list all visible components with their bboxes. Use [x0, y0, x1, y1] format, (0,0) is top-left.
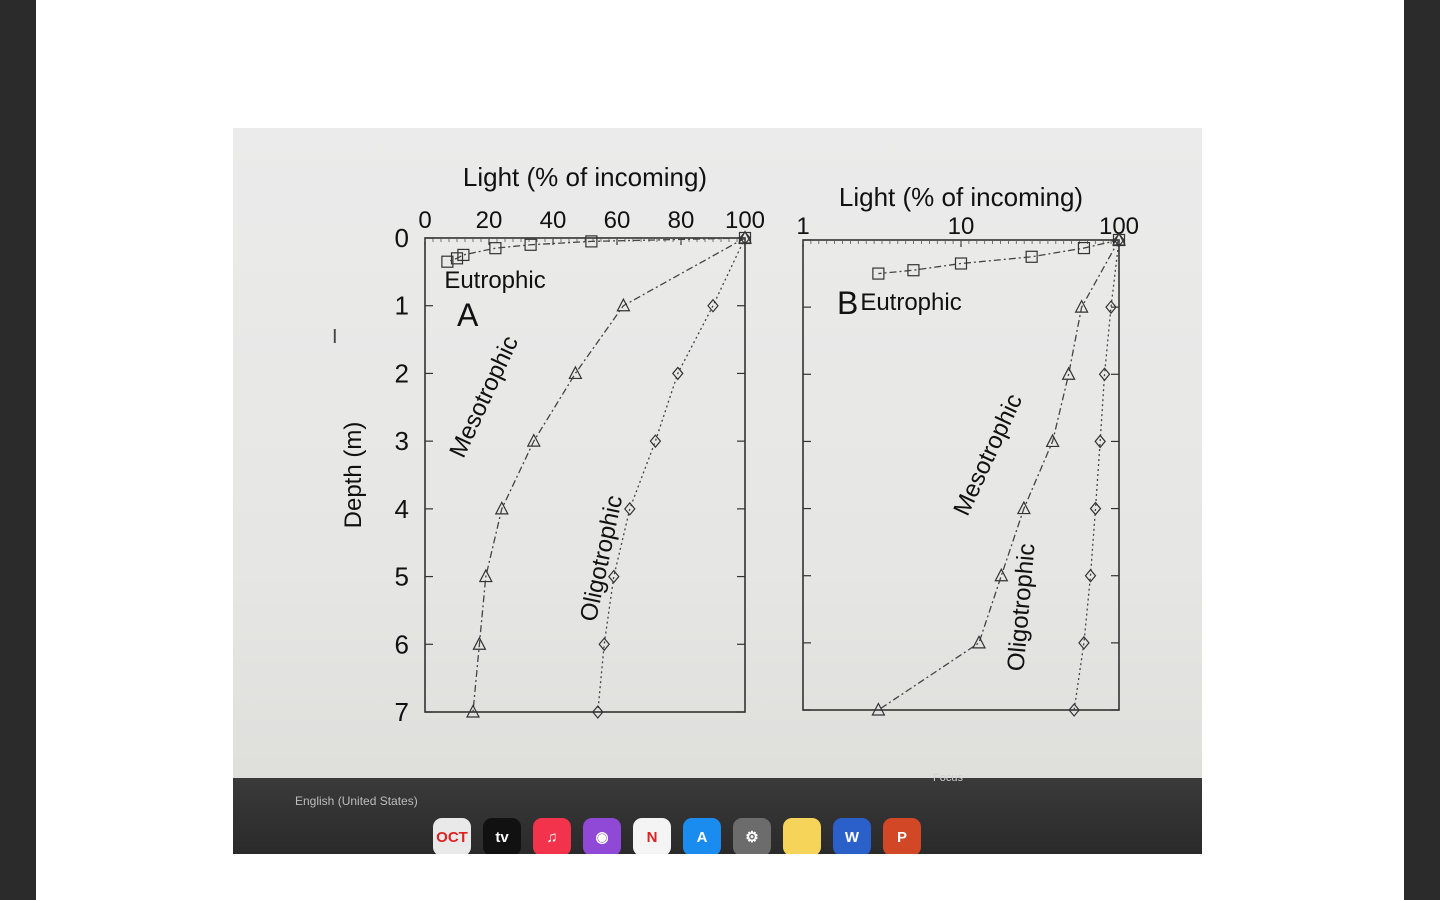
point-eutrophic	[524, 238, 537, 251]
point-mesotrophic	[1016, 500, 1031, 515]
panel-label-B: B	[837, 285, 858, 321]
series-label-mesotrophic-B: Mesotrophic	[948, 390, 1028, 520]
x-tick-label-A-80: 80	[668, 207, 695, 234]
point-mesotrophic	[871, 702, 886, 716]
point-mesotrophic	[1061, 366, 1076, 380]
point-oligotrophic	[1105, 300, 1117, 315]
chart-photo: Light (% of incoming) 0 20 40 60 80 100 0 1 2 3 4 5 6…	[233, 128, 1202, 854]
language-indicator[interactable]: English (United States)	[295, 794, 418, 808]
point-oligotrophic	[624, 501, 636, 516]
point-oligotrophic	[739, 231, 751, 245]
point-eutrophic	[872, 267, 885, 280]
point-eutrophic	[457, 248, 470, 262]
point-mesotrophic	[972, 635, 986, 649]
y-tick-label-2: 2	[395, 358, 409, 388]
podcasts-icon[interactable]: ◉	[583, 818, 621, 854]
point-oligotrophic	[672, 366, 684, 381]
powerpoint-icon[interactable]: P	[883, 818, 921, 854]
chart-title-B: Light (% of incoming)	[839, 182, 1083, 212]
x-tick-label-B-1: 1	[796, 213, 809, 240]
x-tick-label-A-60: 60	[604, 207, 631, 234]
y-tick-label-3: 3	[395, 426, 409, 456]
point-mesotrophic	[466, 704, 480, 718]
point-oligotrophic	[1089, 501, 1102, 516]
point-oligotrophic	[1098, 367, 1111, 382]
point-oligotrophic	[1084, 568, 1097, 583]
point-eutrophic	[489, 242, 502, 255]
point-mesotrophic	[472, 636, 487, 650]
point-eutrophic	[441, 255, 454, 268]
notes-icon[interactable]	[783, 818, 821, 854]
point-oligotrophic	[707, 298, 719, 313]
word-icon[interactable]: W	[833, 818, 871, 854]
series-line-mesotrophic-A	[472, 237, 746, 713]
y-tick-label-0: 0	[395, 223, 409, 253]
y-tick-label-5: 5	[395, 562, 409, 592]
app-store-icon[interactable]: A	[683, 818, 721, 854]
point-oligotrophic	[649, 434, 662, 449]
chart-title-A: Light (% of incoming)	[463, 162, 707, 192]
settings-icon[interactable]: ⚙	[733, 818, 771, 854]
calendar-icon[interactable]: OCT	[433, 818, 471, 854]
point-eutrophic	[1025, 250, 1038, 263]
y-tick-label-6: 6	[395, 629, 409, 659]
point-mesotrophic	[478, 568, 493, 583]
point-eutrophic	[907, 264, 920, 277]
music-icon[interactable]: ♫	[533, 818, 571, 854]
point-oligotrophic	[1113, 233, 1125, 247]
point-mesotrophic	[526, 433, 541, 447]
x-tick-label-A-0: 0	[418, 207, 431, 234]
point-eutrophic	[1077, 241, 1091, 255]
point-mesotrophic	[1074, 299, 1089, 313]
point-oligotrophic	[592, 705, 604, 719]
dock: OCT tv ♫ ◉ N A ⚙ W P	[233, 818, 1202, 854]
series-line-oligotrophic-A	[597, 237, 746, 713]
series-label-oligotrophic-A: Oligotrophic	[575, 493, 628, 624]
y-tick-label-7: 7	[395, 697, 409, 727]
series-label-eutrophic-B: Eutrophic	[860, 289, 961, 316]
point-eutrophic	[450, 252, 464, 265]
y-tick-label-1: 1	[395, 291, 409, 321]
news-icon[interactable]: N	[633, 818, 671, 854]
series-line-eutrophic-B	[878, 239, 1120, 275]
series-label-mesotrophic-A: Mesotrophic	[444, 332, 524, 462]
point-mesotrophic	[494, 501, 509, 515]
point-oligotrophic	[598, 637, 610, 652]
point-mesotrophic	[616, 297, 631, 312]
point-oligotrophic	[608, 569, 620, 584]
x-tick-label-B-10: 10	[948, 213, 975, 240]
point-eutrophic	[954, 257, 968, 270]
series-line-oligotrophic-B	[1073, 239, 1120, 711]
point-mesotrophic	[1045, 433, 1060, 448]
depth-light-chart: Light (% of incoming) 0 20 40 60 80 100 0 1 2 3 4 5 6…	[340, 162, 1139, 727]
text-cursor-icon: I	[332, 326, 338, 348]
panel-label-A: A	[457, 297, 479, 333]
document-page: Light (% of incoming) 0 20 40 60 80 100 0 1 2 3 4 5 6…	[36, 0, 1404, 900]
point-mesotrophic	[738, 230, 752, 244]
series-label-eutrophic-A: Eutrophic	[444, 267, 545, 294]
x-tick-label-A-40: 40	[540, 207, 567, 234]
x-tick-label-B-100: 100	[1099, 213, 1139, 240]
point-mesotrophic	[568, 365, 583, 380]
point-mesotrophic	[994, 567, 1009, 582]
point-eutrophic	[585, 235, 598, 248]
focus-button[interactable]: Focus	[933, 772, 963, 784]
series-label-oligotrophic-B: Oligotrophic	[1002, 542, 1040, 672]
y-axis-label: Depth (m)	[340, 422, 367, 529]
tv-icon[interactable]: tv	[483, 818, 521, 854]
x-tick-label-A-100: 100	[725, 207, 765, 234]
x-tick-label-A-20: 20	[476, 207, 503, 234]
point-oligotrophic	[1078, 635, 1090, 650]
y-tick-label-4: 4	[395, 494, 409, 524]
point-oligotrophic	[1068, 703, 1080, 717]
point-oligotrophic	[1094, 434, 1106, 449]
series-line-eutrophic-A	[447, 237, 746, 263]
series-line-mesotrophic-B	[878, 239, 1120, 711]
point-mesotrophic	[1112, 232, 1126, 246]
